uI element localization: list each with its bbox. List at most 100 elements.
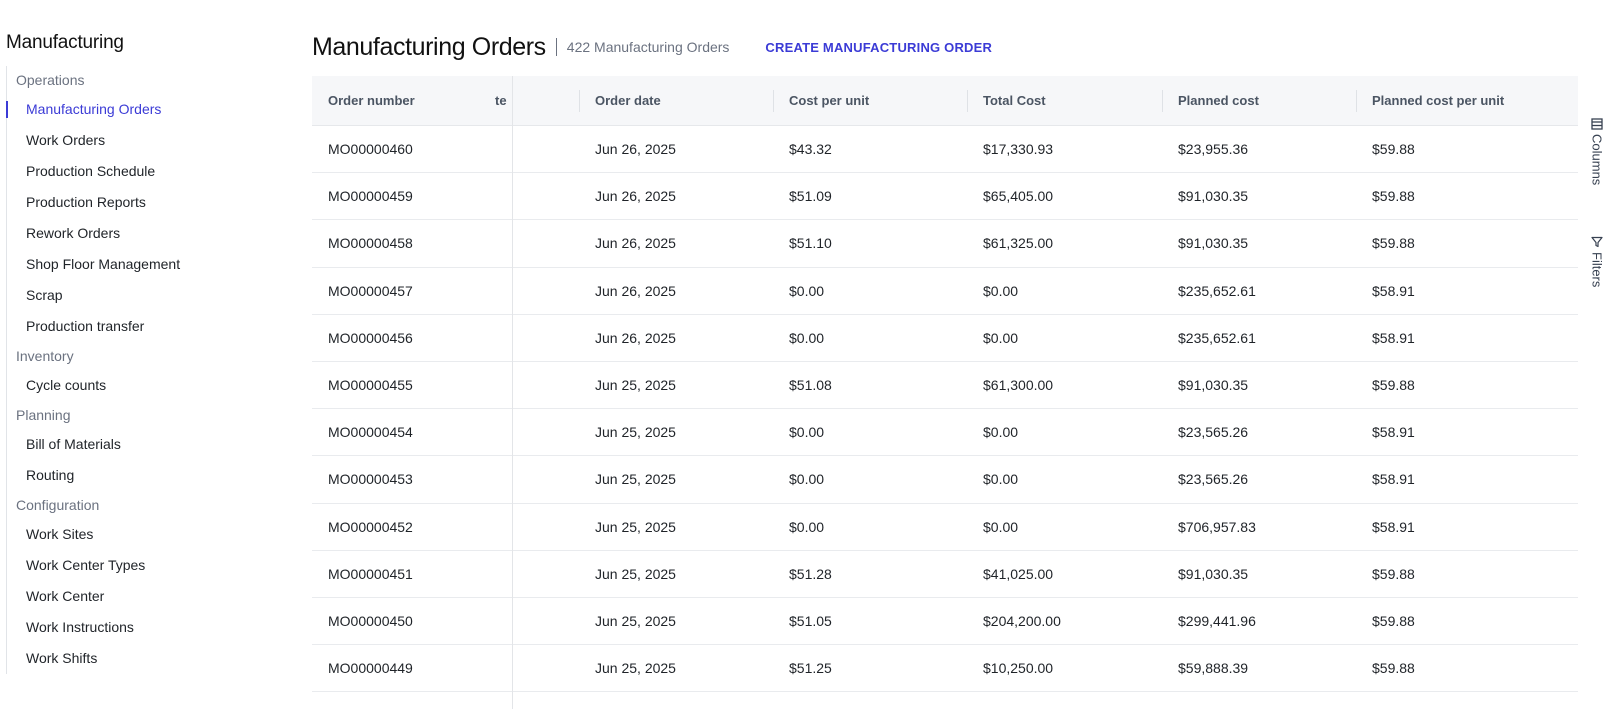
table-cell: $59.88 [1372,612,1415,629]
table-cell: Jun 25, 2025 [595,518,676,535]
title-divider [555,38,557,56]
sidebar-item-work-orders[interactable]: Work Orders [26,132,106,148]
table-body: MO00000460 Jun 26, 2025 $43.32 $17,330.93 $2… [312,126,1578,693]
table-cell: $61,325.00 [983,235,1054,252]
column-divider[interactable] [1356,90,1357,112]
sidebar-item-production-reports[interactable]: Production Reports [26,194,146,210]
table-cell: Jun 25, 2025 [595,471,676,488]
table-cell: $235,652.61 [1178,282,1256,299]
table-cell: $23,955.36 [1178,141,1249,157]
table-cell: $59.88 [1372,660,1415,677]
table-cell: $0.00 [983,282,1019,299]
table-cell: $58.91 [1372,282,1415,299]
filters-label: Filters [1589,252,1605,288]
table-cell: MO00000459 [328,188,413,205]
table-row[interactable]: MO00000451 Jun 25, 2025 $51.28 $41,025.00 $9… [312,551,1578,598]
table-row[interactable]: MO00000454 Jun 25, 2025 $0.00 $0.00 $23,565.… [312,409,1578,457]
table-row[interactable]: MO00000455 Jun 25, 2025 $51.08 $61,300.00 $9… [312,362,1578,410]
page-title: Manufacturing Orders [312,32,546,61]
table-cell: Jun 25, 2025 [595,660,676,677]
table-row[interactable]: MO00000458 Jun 26, 2025 $51.10 $61,325.00 $9… [312,220,1578,268]
table-cell: MO00000450 [328,612,413,629]
sidebar-item-manufacturing-orders[interactable]: Manufacturing Orders [6,94,297,125]
table-cell: Jun 26, 2025 [595,329,676,346]
column-divider[interactable] [773,90,774,112]
orders-table: Order number te Order date Cost per unit Tot… [312,76,1578,709]
table-row[interactable]: MO00000449 Jun 25, 2025 $51.25 $10,250.00 $5… [312,645,1578,693]
table-cell: $91,030.35 [1178,235,1249,252]
table-cell: $59.88 [1372,188,1415,205]
table-cell: $0.00 [789,518,825,535]
table-cell: MO00000454 [328,424,413,441]
table-cell: $91,030.35 [1178,376,1249,393]
column-header-te[interactable]: te [495,93,507,108]
sidebar-item-work-center-types[interactable]: Work Center Types [26,557,146,573]
columns-icon [1591,118,1603,130]
table-cell: MO00000452 [328,518,413,535]
sidebar-item-production-schedule[interactable]: Production Schedule [26,163,156,179]
table-cell: $41,025.00 [983,565,1054,582]
table-cell: $61,300.00 [983,376,1054,393]
table-cell: $91,030.35 [1178,188,1249,205]
columns-panel-toggle[interactable]: Columns [1586,118,1608,185]
table-cell: $58.91 [1372,518,1415,535]
sidebar-item-scrap[interactable]: Scrap [26,287,63,303]
filters-panel-toggle[interactable]: Filters [1586,236,1608,287]
table-cell: MO00000451 [328,565,413,582]
sidebar-item-production-transfer[interactable]: Production transfer [26,318,145,334]
table-cell: $0.00 [983,329,1019,346]
table-cell: $58.91 [1372,329,1415,346]
table-cell: Jun 26, 2025 [595,188,676,205]
sidebar-item-work-shifts[interactable]: Work Shifts [26,650,98,666]
table-row[interactable]: MO00000450 Jun 25, 2025 $51.05 $204,200.00 $… [312,598,1578,646]
table-cell: $0.00 [789,282,825,299]
table-cell: Jun 26, 2025 [595,141,676,157]
table-cell: $51.09 [789,188,832,205]
sidebar-title: Manufacturing [6,32,124,53]
create-manufacturing-order-button[interactable]: CREATE MANUFACTURING ORDER [765,39,993,55]
sidebar-item-work-sites[interactable]: Work Sites [26,526,94,542]
table-cell: $204,200.00 [983,612,1061,629]
column-header-planned-cost[interactable]: Planned cost [1178,93,1259,108]
table-cell: $0.00 [983,424,1019,441]
table-cell: $43.32 [789,141,832,157]
table-cell: $706,957.83 [1178,518,1256,535]
sidebar-nav: Operations Manufacturing Orders Work Order… [6,66,297,674]
table-row[interactable]: MO00000459 Jun 26, 2025 $51.09 $65,405.00 $9… [312,173,1578,221]
table-row[interactable]: MO00000452 Jun 25, 2025 $0.00 $0.00 $706,957… [312,504,1578,551]
sidebar-item-cycle-counts[interactable]: Cycle counts [26,377,107,393]
column-divider[interactable] [1162,90,1163,112]
column-header-total-cost[interactable]: Total Cost [983,93,1046,108]
column-header-order-date[interactable]: Order date [595,93,661,108]
nav-section-configuration: Configuration [16,497,100,513]
table-cell: $58.91 [1372,424,1415,441]
sidebar-item-bill-of-materials[interactable]: Bill of Materials [26,436,121,452]
column-header-cost-per-unit[interactable]: Cost per unit [789,93,870,108]
table-row[interactable]: MO00000456 Jun 26, 2025 $0.00 $0.00 $235,652… [312,315,1578,362]
table-cell: Jun 25, 2025 [595,424,676,441]
table-cell: $65,405.00 [983,188,1054,205]
column-divider[interactable] [579,90,580,112]
sidebar-item-rework-orders[interactable]: Rework Orders [26,225,121,241]
table-cell: Jun 26, 2025 [595,282,676,299]
table-cell: $59.88 [1372,565,1415,582]
sidebar-item-work-instructions[interactable]: Work Instructions [26,619,134,635]
table-row[interactable]: MO00000460 Jun 26, 2025 $43.32 $17,330.93 $2… [312,126,1578,174]
sidebar-item-shop-floor-management[interactable]: Shop Floor Management [26,256,181,272]
sidebar-item-routing[interactable]: Routing [26,467,75,483]
column-header-order-number[interactable]: Order number [328,93,415,108]
sidebar-item-work-center[interactable]: Work Center [26,588,105,604]
table-cell: $299,441.96 [1178,612,1256,629]
table-cell: $0.00 [983,518,1019,535]
table-row[interactable]: MO00000453 Jun 25, 2025 $0.00 $0.00 $23,565.… [312,456,1578,504]
table-cell: $0.00 [983,471,1019,488]
table-cell: MO00000453 [328,471,413,488]
column-header-planned-cost-per-unit[interactable]: Planned cost per unit [1372,93,1505,108]
table-cell: $51.05 [789,612,832,629]
table-cell: Jun 25, 2025 [595,376,676,393]
table-cell: MO00000456 [328,329,413,346]
column-divider[interactable] [967,90,968,112]
table-cell: $23,565.26 [1178,424,1249,441]
table-row[interactable]: MO00000457 Jun 26, 2025 $0.00 $0.00 $235,652… [312,268,1578,315]
table-cell: $51.10 [789,235,832,252]
